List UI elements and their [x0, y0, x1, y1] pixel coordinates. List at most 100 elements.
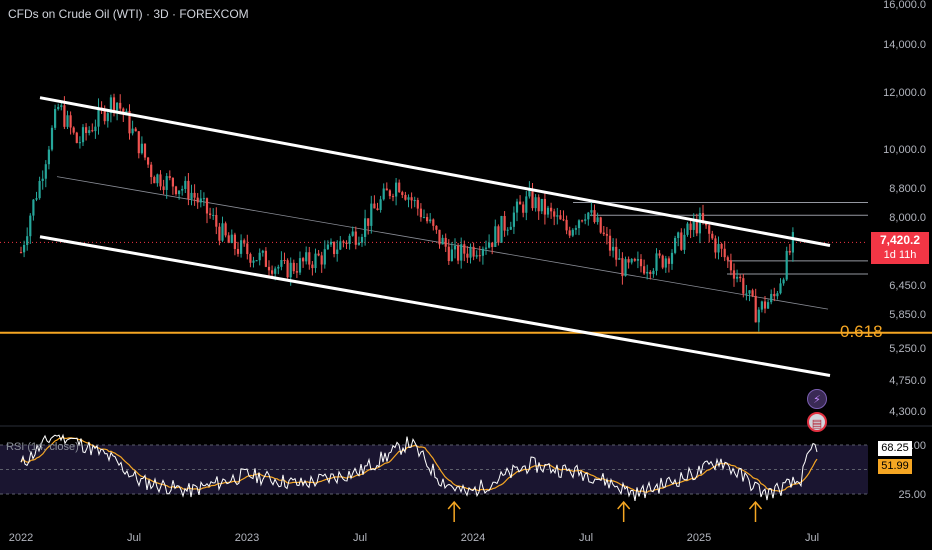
candle-body — [308, 252, 311, 265]
candle-body — [106, 113, 109, 122]
candle-body — [227, 235, 230, 243]
candle-body — [193, 192, 196, 198]
candle-body — [404, 194, 407, 200]
candle-body — [509, 226, 512, 230]
candle-body — [326, 244, 329, 250]
candle-body — [23, 244, 26, 253]
candle-body — [348, 235, 351, 244]
candle-body — [168, 176, 171, 178]
candle-body — [320, 255, 323, 265]
candle-body — [568, 230, 571, 236]
candle-body — [292, 262, 295, 272]
candle-body — [147, 157, 150, 165]
candle-body — [661, 255, 664, 268]
candle-body — [153, 177, 156, 184]
candle-body — [128, 111, 131, 134]
candle-body — [779, 283, 782, 294]
candle-body — [60, 105, 63, 107]
candle-body — [686, 223, 689, 235]
lightning-icon[interactable]: ⚡ — [807, 389, 827, 409]
candle-body — [522, 204, 525, 213]
candle-body — [667, 258, 670, 264]
candle-body — [255, 260, 258, 262]
candle-body — [692, 220, 695, 230]
candle-body — [426, 217, 429, 222]
candle-body — [444, 237, 447, 247]
candle-body — [230, 234, 233, 243]
candle-body — [190, 192, 193, 200]
candle-body — [109, 97, 112, 114]
candle-body — [602, 232, 605, 235]
candle-body — [782, 279, 785, 284]
y-tick-label: 8,800.0 — [889, 183, 926, 195]
candle-body — [441, 237, 444, 245]
candle-body — [323, 249, 326, 265]
y-tick-label: 4,300.0 — [889, 406, 926, 418]
rsi-arrow-head — [447, 500, 461, 510]
candle-body — [550, 207, 553, 212]
candle-body — [512, 212, 515, 227]
candle-body — [94, 126, 97, 132]
candle-body — [469, 246, 472, 258]
x-tick-label: 2023 — [235, 532, 259, 544]
candle-body — [314, 253, 317, 269]
rsi-value-tag: 68.25 — [878, 441, 912, 456]
candle-body — [615, 246, 618, 260]
x-tick-label: 2022 — [9, 532, 33, 544]
candle-body — [478, 255, 481, 257]
candle-body — [422, 217, 426, 219]
candle-body — [729, 260, 732, 271]
candle-body — [643, 266, 646, 274]
candle-body — [416, 200, 419, 209]
candle-body — [360, 236, 364, 243]
candle-body — [621, 258, 624, 277]
candle-body — [419, 208, 422, 218]
candle-body — [553, 211, 556, 217]
candle-body — [137, 131, 140, 154]
candle-body — [472, 246, 475, 257]
candle-body — [720, 243, 723, 249]
candle-body — [122, 108, 125, 115]
candle-body — [131, 128, 134, 134]
candle-body — [66, 115, 69, 127]
candle-body — [91, 130, 94, 132]
candle-body — [354, 231, 357, 245]
candle-body — [519, 201, 522, 205]
candle-body — [680, 232, 683, 250]
candle-body — [398, 182, 401, 193]
candle-body — [44, 164, 47, 179]
candle-body — [655, 253, 658, 271]
candle-body — [475, 255, 478, 257]
x-tick-label: 2024 — [461, 532, 485, 544]
candle-body — [249, 254, 252, 263]
candle-body — [264, 250, 267, 267]
candle-body — [162, 186, 165, 190]
candle-body — [29, 215, 32, 237]
candle-body — [78, 142, 81, 144]
us-flag-icon[interactable]: ▤ — [807, 412, 827, 432]
candle-body — [302, 258, 305, 262]
rsi-label: RSI (14, close) — [6, 441, 79, 453]
candle-body — [515, 201, 519, 213]
candle-body — [54, 109, 57, 128]
candle-body — [450, 249, 453, 261]
candle-body — [708, 225, 711, 234]
candle-body — [116, 102, 119, 111]
last-price-tag: 7,420.2 1d 11h — [871, 232, 929, 264]
candle-body — [773, 293, 776, 297]
candle-body — [63, 105, 66, 127]
candle-body — [388, 190, 391, 197]
rsi-arrow-head — [748, 500, 763, 510]
candle-body — [500, 216, 503, 243]
candle-body — [770, 293, 773, 303]
candle-body — [447, 246, 450, 261]
candle-body — [531, 188, 534, 209]
candle-body — [187, 180, 190, 200]
candle-body — [705, 222, 708, 226]
candle-body — [463, 244, 466, 254]
candle-body — [559, 215, 562, 220]
candle-body — [488, 242, 491, 248]
last-price-value: 7,420.2 — [879, 233, 921, 247]
candle-body — [581, 220, 584, 222]
